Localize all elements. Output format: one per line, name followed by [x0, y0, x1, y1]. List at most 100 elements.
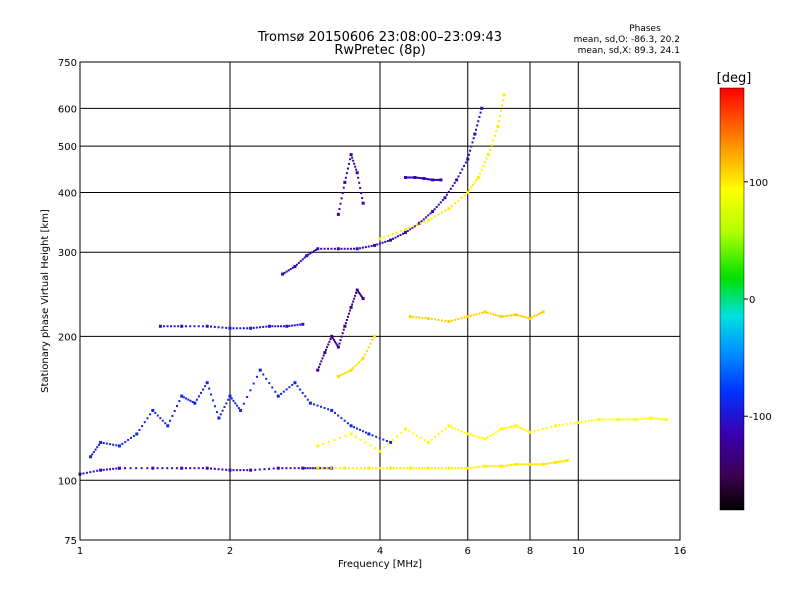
echo-point [419, 436, 422, 439]
echo-point [195, 398, 198, 401]
echo-point [319, 467, 322, 470]
echo-point [519, 314, 522, 317]
echo-point [445, 193, 448, 196]
echo-point [451, 319, 454, 322]
echo-point [628, 418, 631, 421]
echo-point [470, 186, 473, 189]
echo-point [524, 463, 527, 466]
echo-point [587, 420, 590, 423]
echo-point [369, 342, 372, 345]
echo-point [331, 337, 334, 340]
echo-point [514, 462, 518, 466]
echo-point [531, 463, 534, 466]
echo-point [400, 229, 403, 232]
echo-point [182, 396, 185, 399]
echo-point [151, 466, 155, 470]
echo-point [328, 340, 331, 343]
echo-point [412, 176, 415, 179]
echo-point [268, 467, 271, 470]
echo-point [597, 418, 601, 422]
echo-point [360, 294, 363, 297]
echo-point [453, 181, 456, 184]
echo-point [316, 444, 320, 448]
echo-point [430, 217, 433, 220]
echo-point [164, 422, 167, 425]
echo-point [528, 430, 532, 434]
echo-point [421, 316, 424, 319]
echo-point [297, 261, 300, 264]
echo-point [201, 467, 204, 470]
echo-point [343, 419, 346, 422]
echo-point [354, 165, 357, 168]
y-tick-label: 750 [58, 58, 77, 69]
echo-point [146, 417, 149, 420]
echo-point [285, 324, 289, 328]
echo-point [412, 432, 415, 435]
echo-point [354, 435, 357, 438]
echo-point [342, 328, 345, 331]
echo-point [339, 202, 342, 205]
echo-point [437, 178, 440, 181]
echo-point [354, 294, 357, 297]
echo-point [221, 326, 224, 329]
echo-point [391, 439, 394, 442]
echo-point [405, 467, 408, 470]
echo-point [562, 423, 565, 426]
x-tick-label: 4 [377, 546, 383, 557]
echo-point [215, 411, 218, 414]
echo-point [349, 247, 352, 250]
echo-point [424, 467, 427, 470]
echo-point [361, 356, 365, 360]
echo-point [330, 408, 334, 412]
echo-point [387, 442, 390, 445]
echo-point [502, 99, 505, 102]
echo-point [176, 405, 179, 408]
echo-point [424, 317, 427, 320]
echo-point [228, 326, 232, 330]
echo-point [387, 234, 390, 237]
echo-point [209, 325, 212, 328]
y-tick-label: 75 [64, 536, 77, 547]
echo-point [221, 409, 224, 412]
echo-point [492, 139, 495, 142]
echo-point [361, 246, 364, 249]
phases-legend-o: mean, sd,O: -86.3, 20.2 [574, 35, 680, 45]
echo-point [237, 407, 240, 410]
echo-point [496, 124, 500, 128]
echo-point [517, 425, 520, 428]
echo-point [478, 465, 481, 468]
echo-point [415, 223, 418, 226]
echo-point [375, 435, 378, 438]
echo-point [573, 422, 576, 425]
echo-point [333, 247, 336, 250]
echo-point [346, 315, 349, 318]
echo-point [441, 211, 444, 214]
echo-point [274, 390, 277, 393]
echo-point [291, 266, 294, 269]
echo-point [340, 335, 343, 338]
echo-point [415, 316, 418, 319]
x-axis-ticks: 1 2 4 6 8 10 16 [77, 546, 687, 557]
echo-point [336, 345, 340, 349]
echo-point [232, 399, 235, 402]
echo-point [293, 324, 296, 327]
echo-point [639, 418, 642, 421]
echo-point [492, 433, 495, 436]
echo-point [468, 188, 471, 191]
echo-point [249, 389, 252, 392]
echo-point [441, 319, 444, 322]
echo-point [469, 314, 472, 317]
echo-point [434, 215, 437, 218]
echo-point [322, 354, 325, 357]
echo-point [348, 312, 351, 315]
colorbar [719, 87, 745, 511]
echo-point [478, 115, 481, 118]
echo-point [510, 425, 513, 428]
phases-legend-x: mean, sd,X: 89.3, 24.1 [578, 46, 680, 56]
echo-point [514, 424, 518, 428]
echo-point [327, 408, 330, 411]
echo-point [426, 316, 430, 320]
echo-point [451, 204, 454, 207]
echo-point [463, 194, 466, 197]
echo-point [156, 467, 159, 470]
